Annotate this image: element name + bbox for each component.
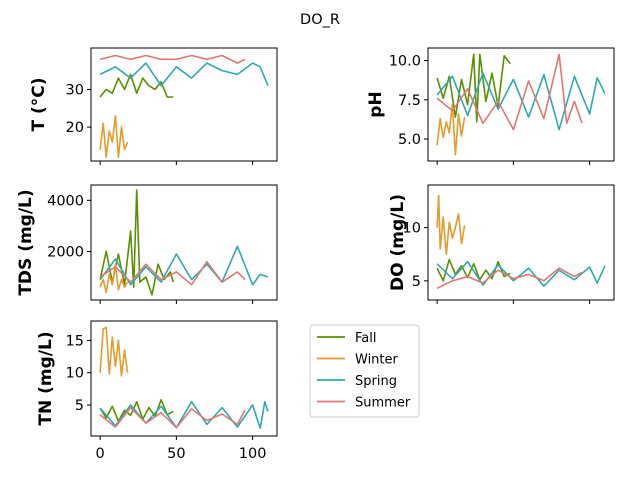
series-line-winter: [99, 326, 129, 377]
legend-label-fall: Fall: [355, 331, 376, 346]
series-line-winter: [99, 115, 129, 158]
series-line-summer: [99, 260, 246, 286]
y-tick-label: 20: [66, 120, 84, 136]
chart-panels: 20 30 T (°C) 5.0 7.5 10.0 pH 2000 4000 TDS (mg/L)…: [16, 47, 615, 462]
series-line-summer: [436, 53, 583, 131]
axes-frame: [90, 47, 278, 162]
y-axis-label: T (°C): [29, 77, 49, 131]
legend-box: [309, 324, 420, 418]
y-tick-label: 7.5: [398, 93, 421, 109]
y-tick-label: 2000: [47, 244, 84, 260]
x-tick-label: 0: [96, 446, 105, 462]
series-line-summer: [99, 406, 246, 429]
axes-frame: [90, 320, 278, 437]
legend-label-winter: Winter: [355, 353, 399, 368]
y-tick-label: 10.0: [389, 54, 421, 70]
y-tick-label: 30: [66, 82, 84, 98]
series-line-spring: [436, 260, 606, 287]
y-tick-label: 5: [412, 274, 421, 290]
legend-label-summer: Summer: [355, 396, 411, 411]
y-axis-label: pH: [366, 91, 386, 117]
series-line-winter: [436, 194, 466, 255]
panel-3: 2000 4000 TDS (mg/L): [16, 184, 278, 304]
series-line-summer: [99, 54, 246, 64]
series-line-spring: [436, 72, 606, 131]
y-tick-label: 10: [403, 221, 421, 237]
series-line-fall: [99, 73, 174, 98]
y-tick-label: 5.0: [398, 132, 421, 148]
series-line-summer: [436, 267, 583, 290]
y-axis-label: DO (mg/L): [388, 194, 408, 291]
series-line-fall: [436, 53, 511, 123]
y-tick-label: 15: [66, 333, 84, 349]
figure-title: DO_R: [300, 12, 340, 28]
axes-frame: [427, 47, 615, 162]
series-line-winter: [436, 103, 466, 156]
legend-label-spring: Spring: [355, 374, 397, 389]
x-tick-label: 50: [167, 446, 185, 462]
series-line-spring: [99, 401, 269, 429]
series-line-fall: [99, 399, 174, 422]
panel-1: 20 30 T (°C): [29, 47, 278, 165]
y-tick-label: 4000: [47, 193, 84, 209]
series-line-spring: [99, 245, 269, 286]
panel-5: 5 10 15 0 50 100 TN (mg/L): [36, 320, 278, 462]
axes-frame: [90, 184, 278, 301]
x-tick-label: 100: [239, 446, 267, 462]
y-axis-label: TDS (mg/L): [16, 189, 36, 295]
panel-2: 5.0 7.5 10.0 pH: [366, 47, 615, 165]
y-axis-label: TN (mg/L): [36, 331, 56, 425]
legend: Fall Winter Spring Summer: [309, 324, 420, 418]
axes-frame: [427, 184, 615, 301]
y-tick-label: 5: [75, 398, 84, 414]
series-line-spring: [99, 62, 269, 87]
series-line-winter: [99, 263, 129, 294]
y-tick-label: 10: [66, 366, 84, 382]
series-line-fall: [436, 258, 511, 282]
